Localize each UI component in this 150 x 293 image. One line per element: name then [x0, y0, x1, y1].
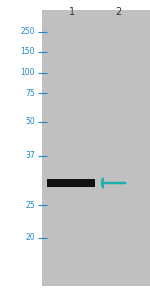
Text: 50: 50 — [25, 117, 35, 127]
Text: 250: 250 — [21, 28, 35, 37]
Text: 25: 25 — [25, 200, 35, 209]
Bar — [42, 10, 150, 286]
Text: 20: 20 — [25, 234, 35, 243]
Text: 2: 2 — [115, 7, 121, 17]
Text: 37: 37 — [25, 151, 35, 161]
Text: 75: 75 — [25, 88, 35, 98]
Text: 100: 100 — [21, 69, 35, 78]
Text: 1: 1 — [69, 7, 75, 17]
Bar — [47, 179, 95, 187]
Text: 150: 150 — [21, 47, 35, 57]
